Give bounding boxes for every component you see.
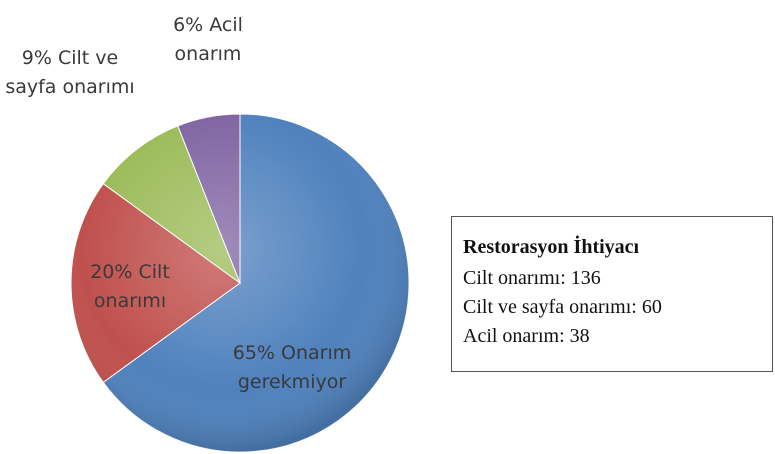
category-label: Cilt ve sayfa onarımı — [5, 47, 135, 98]
annotation-line: Cilt ve sayfa onarımı: 60 — [463, 296, 662, 318]
value-label: 6% — [173, 14, 204, 36]
data-label: 9% Cilt ve sayfa onarımı — [3, 44, 138, 102]
annotation-line: Acil onarım: 38 — [463, 325, 590, 347]
value-label: 20% — [90, 261, 133, 283]
data-label: 6% Acil onarım — [153, 11, 263, 69]
annotation-title: Restorasyon İhtiyacı — [463, 236, 640, 258]
value-label: 9% — [21, 47, 52, 69]
annotation-line: Cilt onarımı: 136 — [463, 267, 601, 289]
annotation-box: Restorasyon İhtiyacı Cilt onarımı: 136 Ci… — [451, 216, 773, 372]
value-label: 65% — [232, 342, 275, 364]
category-label: Onarım gerekmiyor — [237, 342, 352, 393]
data-label: 65% Onarım gerekmiyor — [232, 339, 352, 397]
category-label: Acil onarım — [174, 14, 243, 65]
category-label: Cilt onarımı — [93, 261, 170, 312]
data-label: 20% Cilt onarımı — [75, 258, 185, 316]
